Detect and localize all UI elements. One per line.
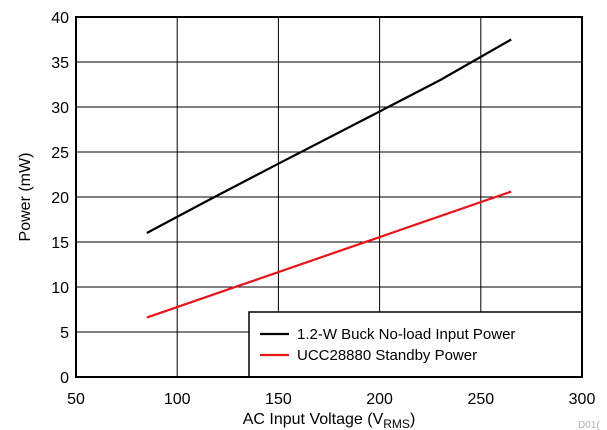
x-tick-label: 150 (265, 391, 292, 408)
y-tick-label: 35 (51, 55, 69, 72)
y-tick-label: 0 (60, 370, 69, 387)
legend-label-1: 1.2-W Buck No-load Input Power (297, 326, 515, 343)
legend: 1.2-W Buck No-load Input Power UCC28880 S… (248, 311, 583, 378)
series-line-1 (146, 38, 512, 234)
x-tick-label: 200 (366, 391, 393, 408)
legend-box (248, 311, 583, 378)
series-line-2 (146, 190, 512, 319)
x-axis-title: AC Input Voltage (VRMS) (243, 411, 416, 430)
legend-label-2: UCC28880 Standby Power (297, 347, 477, 364)
figure-code-label: D01( (578, 420, 600, 430)
x-axis-ticks: 50 100 150 200 250 300 (67, 391, 595, 408)
y-tick-label: 10 (51, 280, 69, 297)
y-axis-ticks: 0 5 10 15 20 25 30 35 40 (51, 10, 69, 387)
series-layer (146, 38, 512, 319)
y-tick-label: 40 (51, 10, 69, 27)
x-tick-label: 100 (164, 391, 191, 408)
x-tick-label: 300 (569, 391, 596, 408)
y-tick-label: 20 (51, 190, 69, 207)
y-axis-title: Power (mW) (17, 153, 34, 242)
x-axis-title-subscript: RMS (383, 417, 410, 430)
x-tick-label: 250 (467, 391, 494, 408)
x-axis-title-main: AC Input Voltage (V (243, 411, 384, 428)
y-tick-label: 15 (51, 235, 69, 252)
y-tick-label: 25 (51, 145, 69, 162)
x-tick-label: 50 (67, 391, 85, 408)
y-tick-label: 5 (60, 325, 69, 342)
plot-frame (75, 16, 583, 378)
x-axis-title-close: ) (410, 411, 415, 428)
y-tick-label: 30 (51, 100, 69, 117)
